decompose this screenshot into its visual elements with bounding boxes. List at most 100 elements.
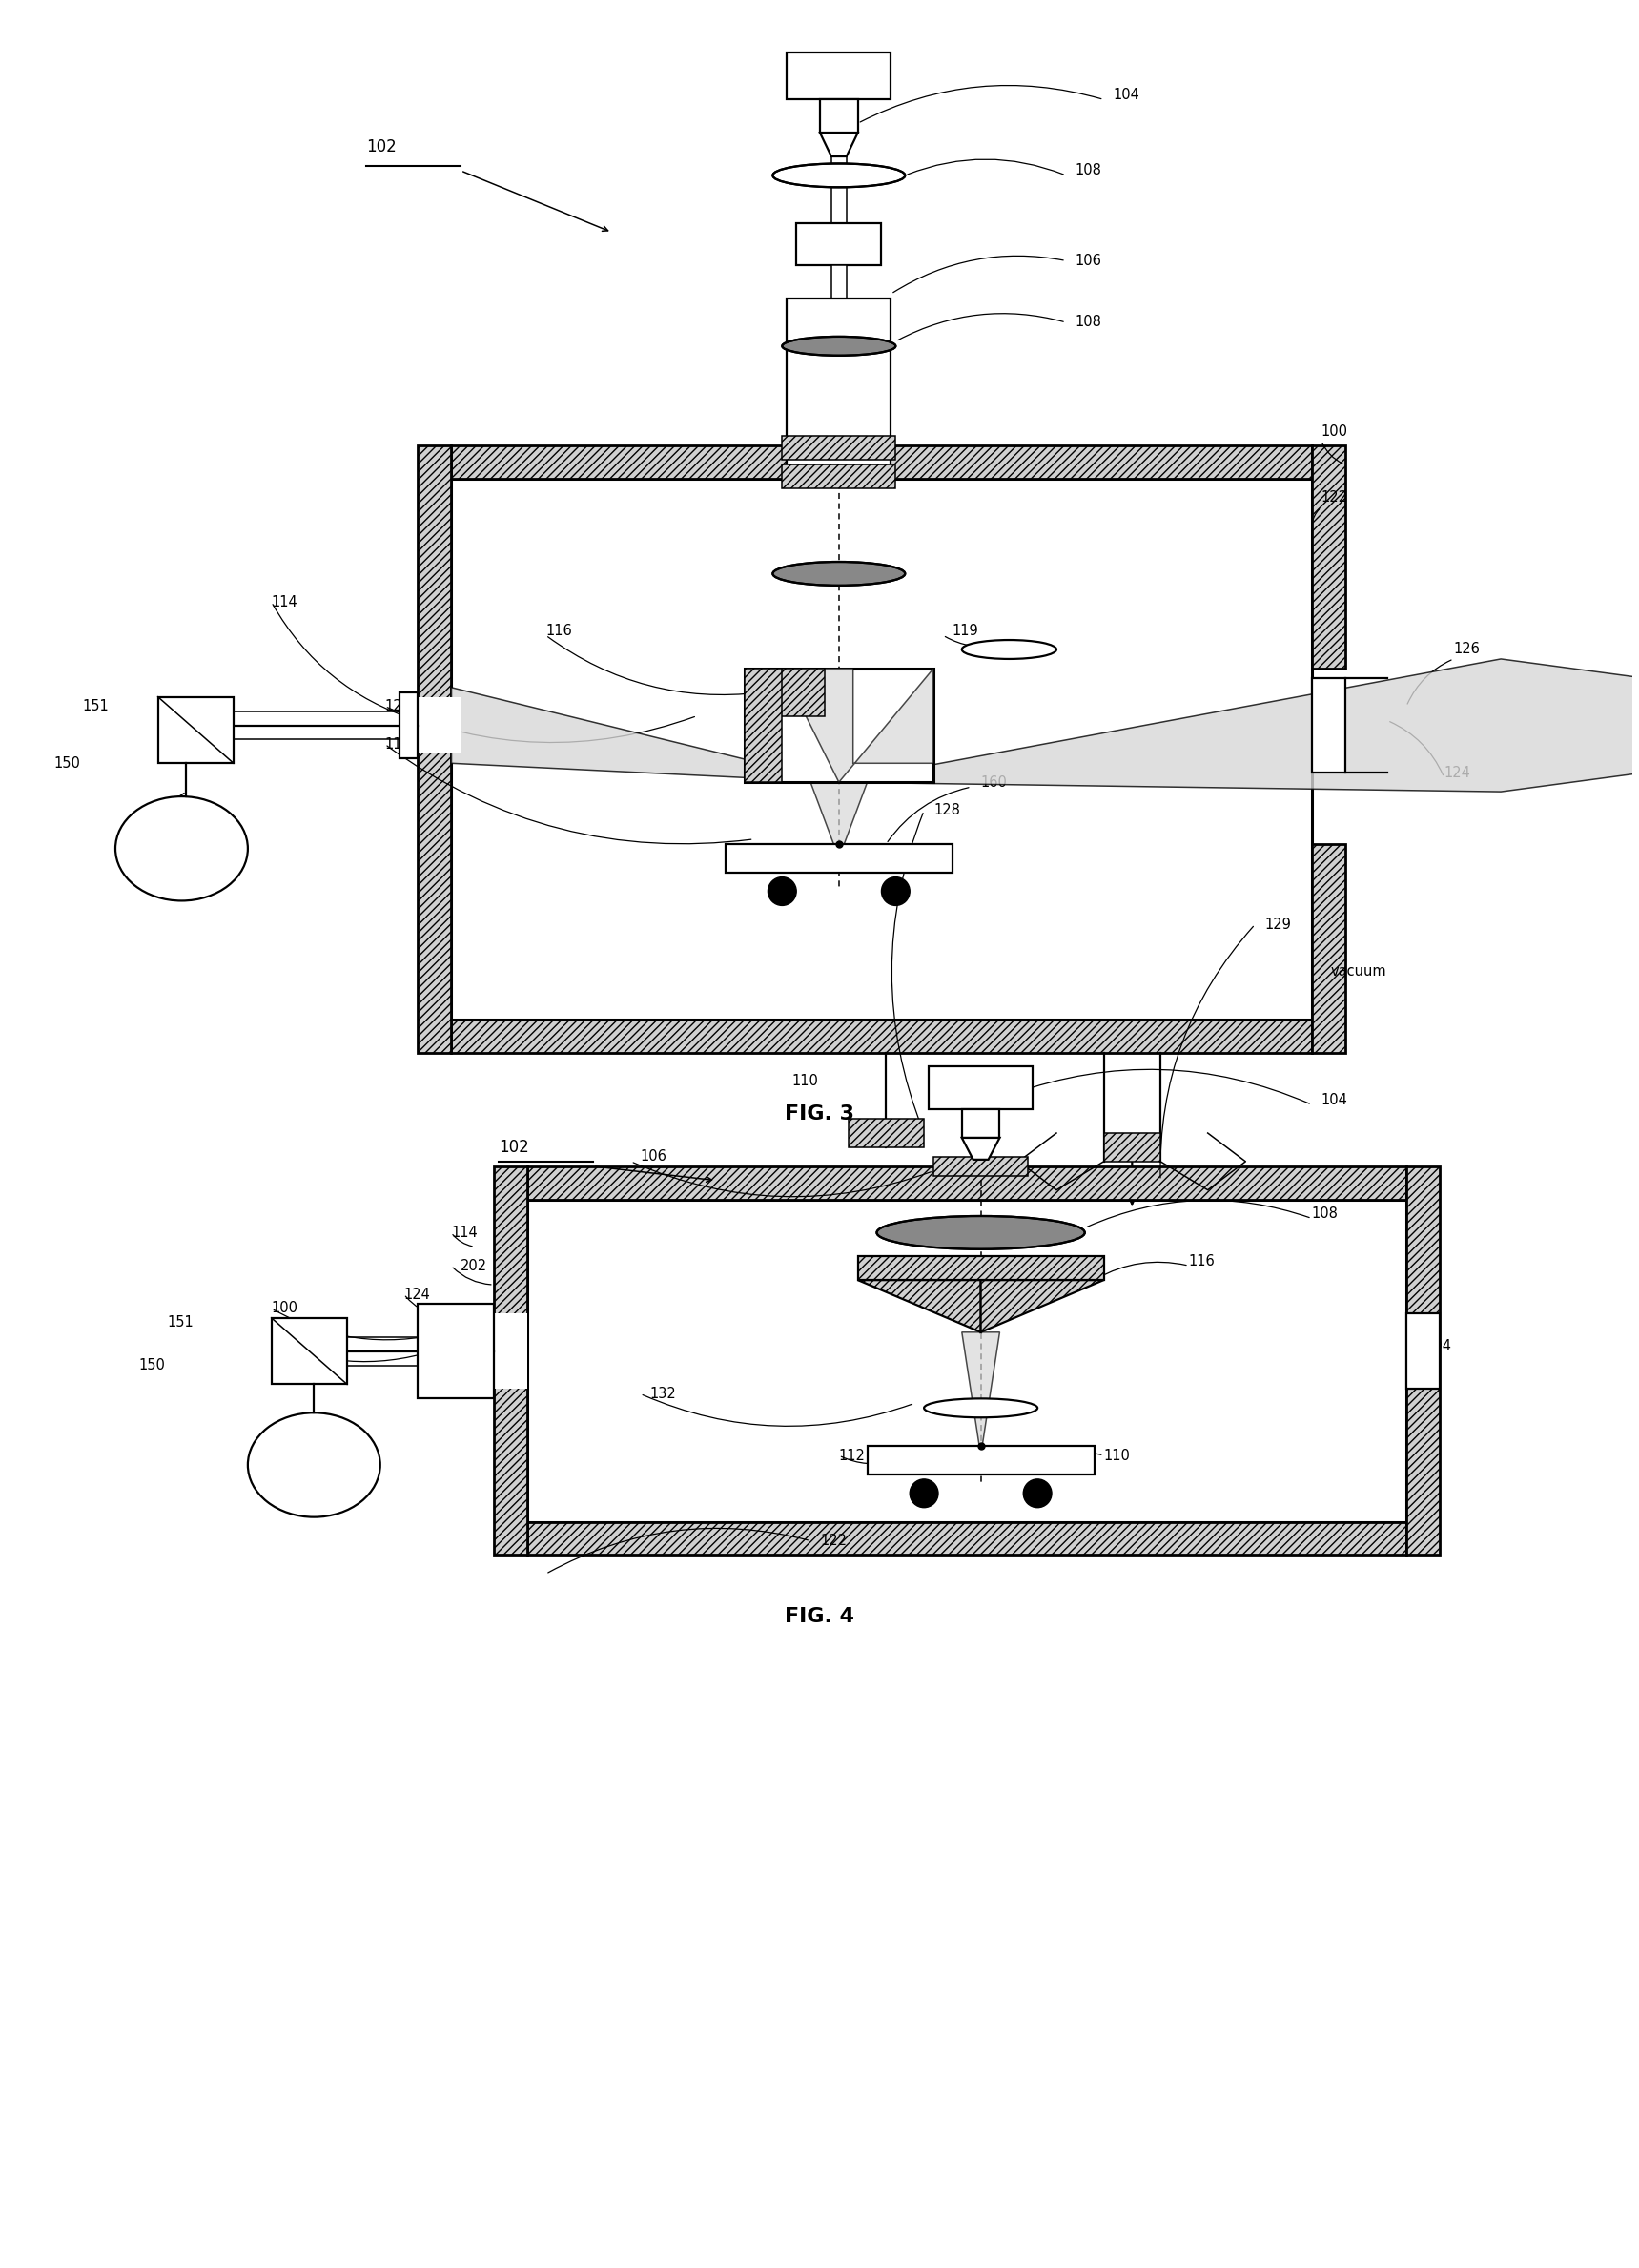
Text: 204: 204	[1426, 1338, 1452, 1354]
Bar	[787, 299, 892, 479]
Text: 116: 116	[546, 624, 572, 637]
Bar	[857, 1256, 1103, 1279]
Bar	[726, 844, 952, 873]
Bar	[418, 696, 461, 753]
Text: 106: 106	[1075, 254, 1101, 268]
Text: FIG. 3: FIG. 3	[785, 1105, 854, 1123]
Ellipse shape	[247, 1413, 380, 1517]
Text: 102: 102	[365, 138, 397, 156]
Bar	[418, 1304, 493, 1399]
Bar	[526, 1166, 1406, 1200]
Text: 118: 118	[272, 1334, 298, 1349]
Text: 110: 110	[792, 1073, 818, 1089]
Circle shape	[769, 878, 797, 905]
Text: 124: 124	[403, 1286, 431, 1302]
Bar	[797, 222, 882, 265]
Bar	[451, 479, 1311, 1018]
Text: 114: 114	[451, 1225, 477, 1241]
Bar	[272, 1318, 347, 1383]
Bar	[962, 1109, 1000, 1139]
Bar	[974, 1159, 988, 1166]
Text: 114: 114	[272, 594, 298, 610]
Bar	[1311, 445, 1346, 669]
Text: 108: 108	[1075, 163, 1101, 177]
Bar	[782, 465, 895, 488]
Text: 132: 132	[649, 1386, 677, 1402]
Polygon shape	[962, 1139, 1000, 1159]
Text: 100: 100	[1321, 424, 1347, 438]
Bar	[418, 445, 451, 1052]
Text: 128: 128	[934, 803, 960, 819]
Polygon shape	[820, 134, 857, 156]
Text: 112: 112	[385, 737, 411, 751]
Bar	[1311, 844, 1346, 1052]
Circle shape	[910, 1479, 938, 1508]
Text: 116: 116	[1188, 1254, 1214, 1268]
Text: 108: 108	[1075, 315, 1101, 329]
Bar	[929, 1066, 1033, 1109]
Bar	[831, 156, 846, 222]
Bar	[867, 1447, 1095, 1474]
Bar	[157, 696, 234, 764]
Bar	[1406, 1313, 1439, 1388]
Bar	[744, 669, 782, 782]
Text: 150: 150	[139, 1359, 166, 1372]
Text: 160: 160	[980, 776, 1008, 789]
Text: 129: 129	[1264, 916, 1292, 932]
Ellipse shape	[772, 163, 905, 188]
Text: 126: 126	[1454, 642, 1480, 658]
Ellipse shape	[782, 336, 895, 356]
Bar	[744, 669, 934, 782]
Text: 108: 108	[1311, 1207, 1339, 1220]
Polygon shape	[962, 1331, 1000, 1456]
Polygon shape	[980, 1279, 1103, 1331]
Text: 120: 120	[385, 699, 411, 714]
Ellipse shape	[115, 796, 247, 900]
Text: 104: 104	[1113, 88, 1139, 102]
Ellipse shape	[772, 163, 905, 188]
Text: vacuum: vacuum	[1331, 964, 1387, 980]
Text: 122: 122	[820, 1533, 847, 1549]
Bar	[831, 265, 846, 299]
Text: 104: 104	[1321, 1093, 1347, 1107]
Bar	[493, 1166, 526, 1556]
Ellipse shape	[962, 640, 1057, 660]
Text: 124: 124	[1444, 767, 1470, 780]
Bar	[934, 1157, 1028, 1175]
Bar	[782, 435, 895, 460]
Bar	[493, 1313, 526, 1388]
Ellipse shape	[877, 1216, 1085, 1250]
Text: 202: 202	[461, 1259, 487, 1272]
Bar	[451, 1018, 1311, 1052]
Polygon shape	[811, 782, 867, 857]
Text: 102: 102	[498, 1139, 529, 1157]
Bar	[1406, 1166, 1439, 1556]
Polygon shape	[782, 669, 934, 782]
Text: 120: 120	[980, 1449, 1008, 1463]
Ellipse shape	[924, 1399, 1037, 1418]
Text: 119: 119	[952, 624, 978, 637]
Text: 112: 112	[839, 1449, 865, 1463]
Bar	[849, 1118, 924, 1148]
Text: 150: 150	[54, 755, 80, 771]
Text: 151: 151	[167, 1315, 193, 1329]
Bar	[820, 100, 857, 134]
Bar	[526, 1200, 1406, 1522]
Bar	[1103, 1134, 1160, 1161]
Circle shape	[1023, 1479, 1052, 1508]
Bar	[744, 669, 824, 717]
Text: 151: 151	[82, 699, 108, 714]
Ellipse shape	[772, 562, 905, 585]
Bar	[787, 52, 892, 100]
Text: 110: 110	[1103, 1449, 1131, 1463]
Bar	[400, 692, 418, 758]
Polygon shape	[857, 1279, 980, 1331]
Polygon shape	[839, 660, 1639, 792]
Text: 106: 106	[641, 1150, 667, 1163]
Text: FIG. 4: FIG. 4	[785, 1608, 854, 1626]
Text: 122: 122	[1321, 490, 1347, 506]
Polygon shape	[451, 687, 839, 782]
Circle shape	[882, 878, 910, 905]
Bar	[526, 1522, 1406, 1556]
Bar	[451, 445, 1311, 479]
